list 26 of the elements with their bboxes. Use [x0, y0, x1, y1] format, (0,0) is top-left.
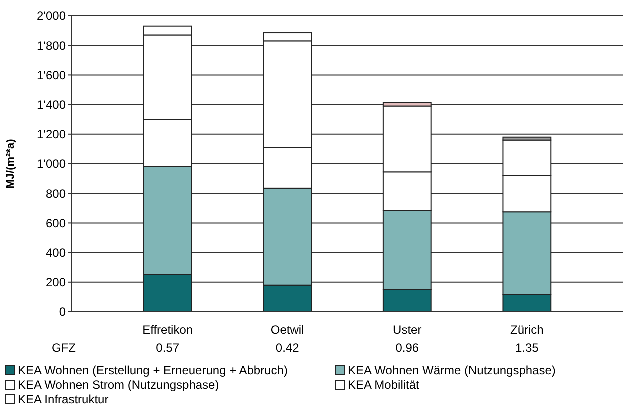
- y-tick-label: 1'000: [37, 157, 66, 172]
- legend-label: KEA Wohnen (Erstellung + Erneuerung + Abbruch): [18, 364, 288, 378]
- y-tick-label: 1'400: [37, 98, 66, 112]
- y-axis-title: MJ/(m²*a): [5, 138, 17, 189]
- legend-label: KEA Infrastruktur: [18, 392, 109, 406]
- y-tick-label: 2'000: [37, 9, 66, 24]
- text: GFZ: [52, 341, 76, 355]
- y-tick-label: 800: [46, 186, 66, 201]
- text: 0.57: [156, 341, 180, 355]
- x-tick-label: Uster: [393, 323, 422, 337]
- text: 1.35: [515, 341, 540, 355]
- legend-label: KEA Mobilität: [348, 378, 420, 392]
- text: 0.96: [396, 341, 420, 355]
- legend-label: KEA Wohnen Strom (Nutzungsphase): [18, 378, 220, 392]
- y-tick-label: 0: [59, 305, 66, 320]
- x-tick-label: Effretikon: [142, 323, 194, 337]
- y-tick-label: 400: [46, 246, 66, 260]
- x-tick-label: Oetwil: [270, 323, 304, 337]
- x-tick-label: Zürich: [510, 323, 544, 337]
- y-tick-label: 1'600: [37, 68, 66, 82]
- y-tick-label: 1'200: [37, 128, 66, 142]
- text: 0.42: [276, 341, 300, 355]
- y-tick-label: 1'800: [37, 38, 66, 53]
- legend-label: KEA Wohnen Wärme (Nutzungsphase): [348, 364, 556, 378]
- y-tick-label: 600: [46, 216, 66, 230]
- y-tick-label: 200: [46, 276, 66, 290]
